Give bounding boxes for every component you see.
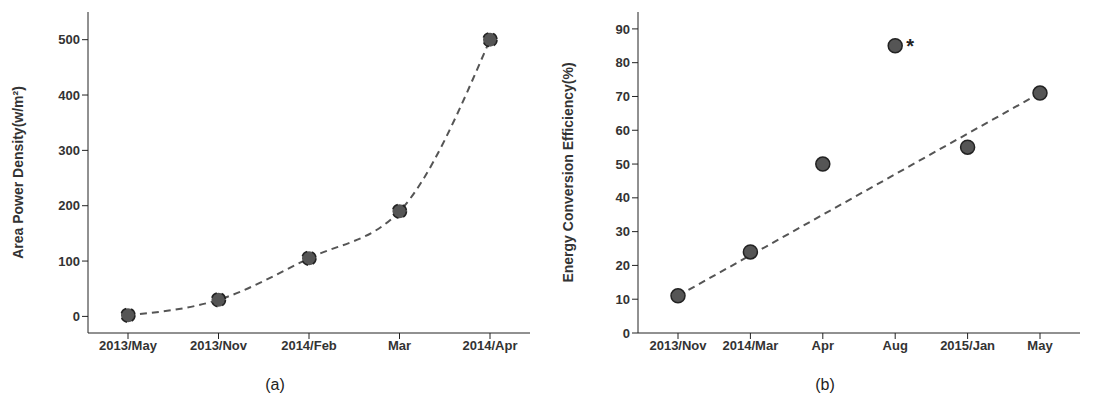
svg-text:500: 500: [58, 32, 80, 47]
svg-text:10: 10: [616, 292, 630, 307]
svg-text:2014/Feb: 2014/Feb: [281, 338, 337, 353]
svg-text:2013/Nov: 2013/Nov: [190, 338, 248, 353]
html-text:(a): (a): [265, 376, 285, 393]
svg-text:20: 20: [616, 258, 630, 273]
svg-text:May: May: [1027, 338, 1053, 353]
svg-text:Aug: Aug: [883, 338, 908, 353]
svg-text:2014/Mar: 2014/Mar: [723, 338, 779, 353]
svg-text:300: 300: [58, 143, 80, 158]
svg-text:Mar: Mar: [388, 338, 411, 353]
svg-text:Apr: Apr: [812, 338, 834, 353]
svg-text:400: 400: [58, 88, 80, 103]
svg-text:2014/Apr: 2014/Apr: [463, 338, 518, 353]
svg-text:2013/May: 2013/May: [99, 338, 158, 353]
html-text:(b): (b): [815, 376, 835, 393]
svg-text:80: 80: [616, 55, 630, 70]
svg-text:200: 200: [58, 198, 80, 213]
svg-text:0: 0: [623, 326, 630, 341]
svg-text:2013/Nov: 2013/Nov: [649, 338, 707, 353]
svg-text:2015/Jan: 2015/Jan: [940, 338, 995, 353]
svg-text:0: 0: [73, 309, 80, 324]
svg-text:40: 40: [616, 190, 630, 205]
svg-text:90: 90: [616, 22, 630, 37]
svg-text:Energy Conversion Efficiency(%: Energy Conversion Efficiency(%): [560, 62, 576, 282]
svg-text:30: 30: [616, 224, 630, 239]
svg-text:50: 50: [616, 157, 630, 172]
svg-text:60: 60: [616, 123, 630, 138]
svg-text:100: 100: [58, 254, 80, 269]
svg-text:70: 70: [616, 89, 630, 104]
svg-text:Area Power Density(w/m²): Area Power Density(w/m²): [10, 86, 26, 259]
svg-text:*: *: [906, 35, 914, 57]
